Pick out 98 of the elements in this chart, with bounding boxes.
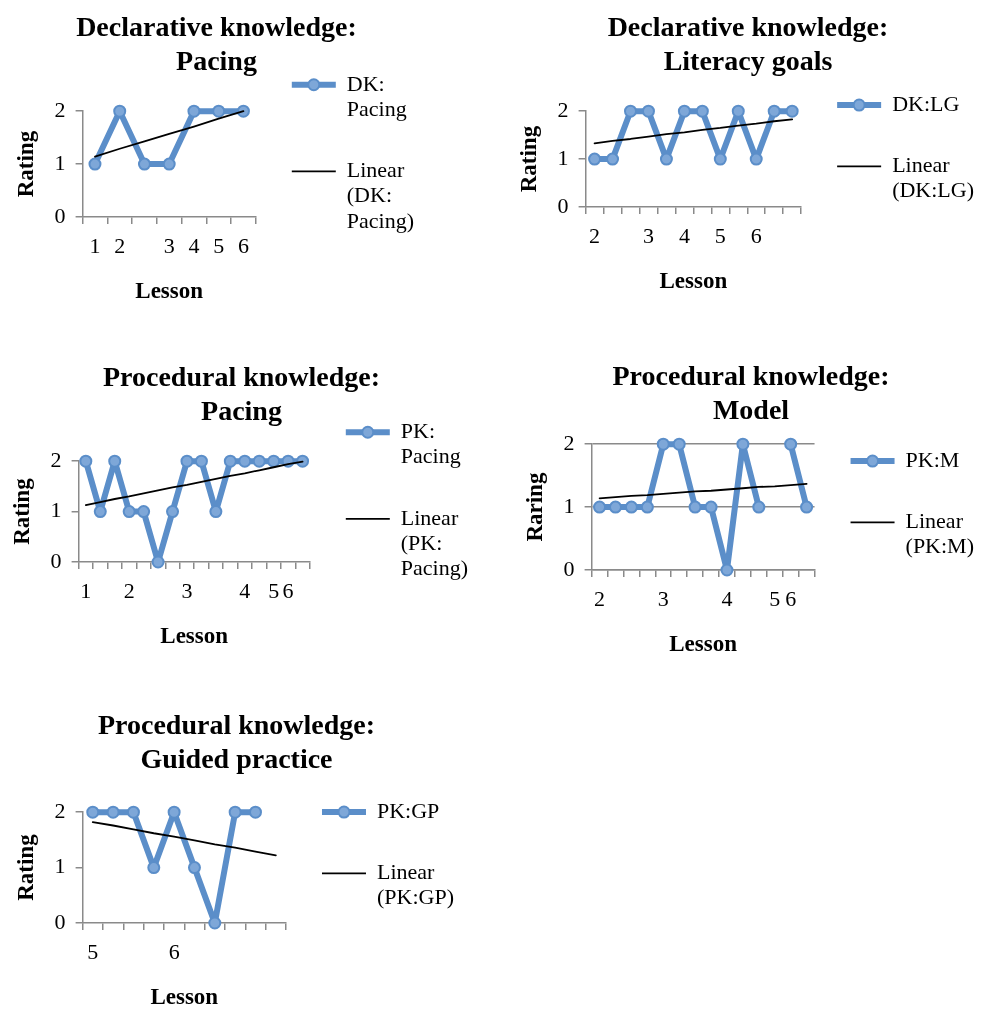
x-tick-label: 2 (594, 585, 606, 611)
y-tick-label: 2 (54, 797, 66, 823)
x-tick-label: 5 (213, 232, 225, 258)
x-tick-label: 4 (188, 232, 200, 258)
y-tick-label: 2 (54, 96, 66, 122)
point (79, 454, 93, 468)
y-tick-label: 1 (557, 144, 569, 170)
point (593, 500, 607, 514)
x-tick-label: 5 (769, 585, 781, 611)
y-tick-label: 1 (50, 497, 62, 523)
point (608, 500, 622, 514)
x-axis-title: Lesson (669, 631, 738, 657)
point (108, 454, 122, 468)
point (736, 437, 750, 451)
point (166, 505, 180, 519)
point (126, 805, 140, 819)
point (640, 500, 654, 514)
x-tick-label: 3 (163, 232, 175, 258)
x-tick-label: 4 (239, 577, 251, 603)
point (252, 454, 266, 468)
x-tick-label: 6 (750, 222, 762, 248)
point (720, 563, 734, 577)
point (93, 505, 107, 519)
x-tick-label: 4 (721, 585, 733, 611)
y-tick-label: 2 (557, 96, 569, 122)
y-tick-label: 0 (54, 202, 66, 228)
x-tick-label: 3 (642, 222, 654, 248)
chart-title: Procedural knowledge: Pacing (102, 361, 381, 426)
point (656, 437, 670, 451)
y-tick-label: 2 (50, 446, 62, 472)
point (194, 454, 208, 468)
y-tick-label: 0 (557, 192, 569, 218)
x-tick-label: 1 (89, 232, 101, 258)
point (147, 861, 161, 875)
legend-label: PK:M (905, 446, 960, 472)
point (704, 500, 718, 514)
x-tick-label: 1 (80, 577, 92, 603)
x-axis-title: Lesson (659, 268, 728, 294)
point (167, 805, 181, 819)
y-axis-title: Rating (515, 125, 541, 193)
point (248, 805, 262, 819)
point (672, 437, 686, 451)
legend-label: Linear (PK: Pacing) (400, 504, 468, 581)
x-tick-label: 2 (589, 222, 601, 248)
y-tick-label: 1 (563, 492, 575, 518)
legend-label: PK:GP (376, 797, 440, 823)
point (267, 454, 281, 468)
y-tick-label: 0 (54, 908, 66, 934)
legend-label: Linear (PK:GP) (376, 859, 454, 910)
x-axis-title: Lesson (135, 278, 204, 304)
x-tick-label: 3 (181, 577, 193, 603)
y-tick-label: 2 (563, 429, 575, 455)
y-tick-label: 1 (54, 853, 66, 879)
chart-title: Procedural knowledge: Guided practice (97, 709, 376, 774)
x-tick-label: 6 (237, 232, 249, 258)
legend-label: Linear (DK:LG) (892, 152, 975, 203)
point (752, 500, 766, 514)
y-tick-label: 1 (54, 149, 66, 175)
x-tick-label: 4 (678, 222, 690, 248)
point (180, 454, 194, 468)
y-tick-label: 0 (50, 547, 62, 573)
x-axis-title: Lesson (150, 984, 219, 1010)
point (228, 805, 242, 819)
point (238, 454, 252, 468)
point (187, 861, 201, 875)
y-axis-title: Raring (521, 472, 547, 542)
legend-label: DK:LG (892, 90, 960, 116)
y-axis-title: Rating (8, 477, 34, 545)
y-axis-title: Rating (12, 833, 38, 901)
chart-title: Declarative knowledge: Literacy goals (607, 11, 889, 76)
x-tick-label: 3 (657, 585, 669, 611)
x-tick-label: 5 (268, 577, 280, 603)
point (688, 500, 702, 514)
x-tick-label: 2 (123, 577, 135, 603)
x-tick-label: 6 (785, 585, 797, 611)
point (223, 454, 237, 468)
x-tick-label: 5 (714, 222, 726, 248)
point (151, 555, 165, 569)
point (106, 805, 120, 819)
legend-label: PK: Pacing (400, 418, 461, 469)
legend-label: Linear (DK: Pacing) (346, 157, 414, 233)
x-tick-label: 2 (114, 232, 126, 258)
y-axis-title: Rating (12, 130, 38, 198)
point (137, 505, 151, 519)
point (209, 505, 223, 519)
point (800, 500, 814, 514)
point (122, 505, 136, 519)
point (208, 916, 222, 930)
chart-title: Procedural knowledge: Model (612, 360, 890, 425)
x-tick-label: 6 (282, 577, 294, 603)
point (784, 437, 798, 451)
x-axis-title: Lesson (160, 623, 229, 649)
y-tick-label: 0 (563, 555, 575, 581)
x-tick-label: 5 (87, 938, 99, 964)
legend-label: Linear (PK:M) (905, 508, 974, 559)
point (624, 500, 638, 514)
point (86, 805, 100, 819)
x-tick-label: 6 (168, 938, 180, 964)
